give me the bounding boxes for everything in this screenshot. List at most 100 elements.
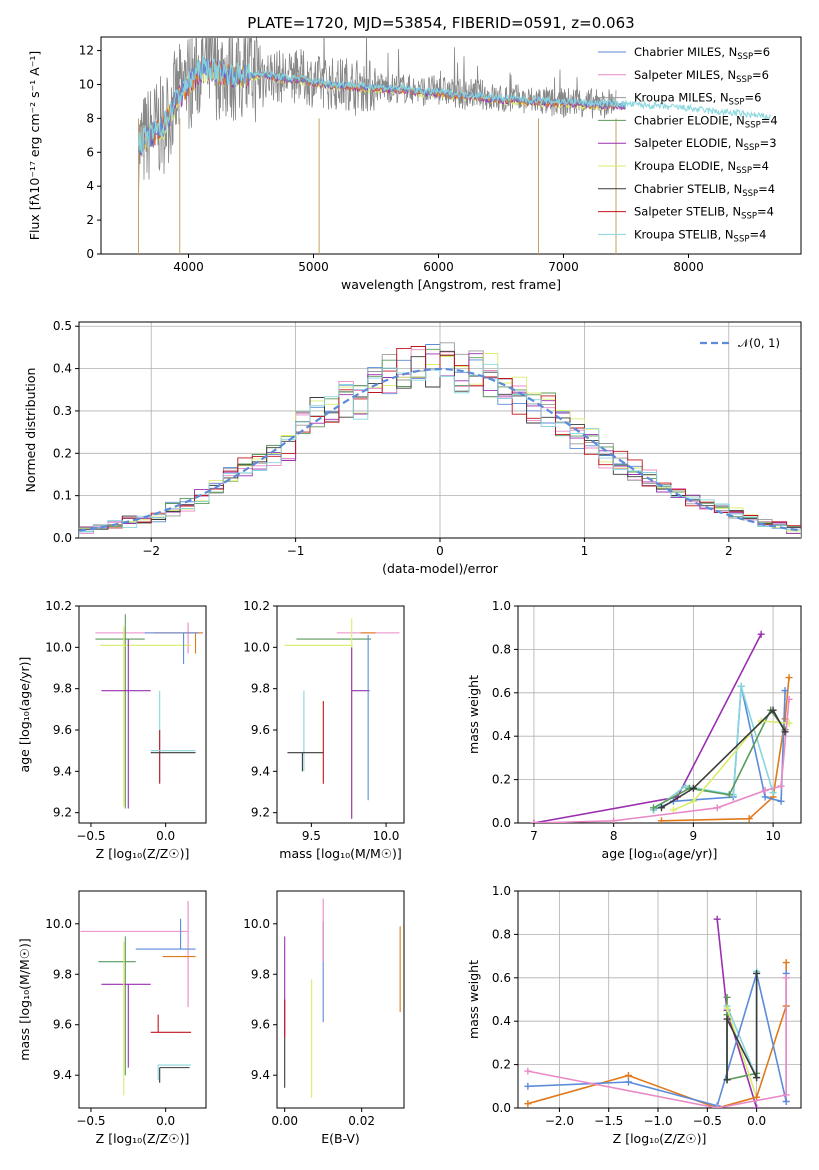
x-tick-label: 0.0: [156, 1114, 175, 1128]
y-tick-label: 9.4: [251, 764, 270, 778]
legend-name: Salpeter STELIB, N: [634, 205, 741, 219]
weight-marker: [723, 1076, 731, 1084]
weight-marker: [785, 674, 793, 682]
axes-mass-weight-vs-Z: −2.0 −1.5 −1.0 −0.5 0.0 0.0 0.2 0.4 0.6 0.8 1.0 Z […: [466, 884, 802, 1146]
axes-residuals: −2 −1 0 1 2 0.0 0.1 0.2 0.3 0.4 0.5 (data-model)/er…: [23, 319, 802, 576]
x-tick-label: 6000: [423, 260, 454, 274]
x-tick-label: 4000: [173, 260, 204, 274]
y-tick-label: 10.0: [45, 640, 72, 654]
legend-sub: SSP: [736, 166, 752, 176]
legend-suffix: =4: [758, 182, 775, 196]
weight-marker: [757, 630, 765, 638]
legend-sub: SSP: [742, 189, 758, 199]
weight-marker: [713, 1104, 721, 1108]
axes-frame: [517, 605, 802, 824]
y-tick-label: 9.8: [251, 967, 270, 981]
normal-reference-curve: [79, 367, 801, 532]
x-axis-label: wavelength [Angstrom, rest frame]: [341, 277, 561, 292]
legend-sub: SSP: [745, 120, 761, 130]
errorbars-age-vs-mass: [284, 618, 400, 819]
axes-age-vs-mass: 9.5 10.0 9.2 9.4 9.6 9.8 10.0 10.2 mass [log₁₀(M…: [243, 599, 405, 861]
legend-entry: Kroupa STELIB, NSSP=4: [634, 227, 766, 244]
y-tick-label: 0.2: [53, 446, 72, 460]
weight-marker: [610, 817, 618, 823]
weight-marker: [781, 687, 789, 695]
x-tick-label: −0.5: [76, 1114, 105, 1128]
legend-name: Kroupa STELIB, N: [634, 227, 734, 241]
x-axis-label: age [log₁₀(age/yr)]: [602, 846, 718, 861]
weight-marker: [624, 1078, 632, 1086]
x-tick-label: 0.02: [348, 1114, 375, 1128]
y-axis-label: mass weight: [466, 960, 481, 1039]
legend-sub: SSP: [736, 75, 752, 85]
x-tick-label: −1: [287, 544, 305, 558]
legend-entry: Salpeter ELODIE, NSSP=3: [634, 136, 777, 153]
weight-marker: [782, 1097, 790, 1105]
y-axis-label: Normed distribution: [23, 368, 38, 493]
y-tick-label: 9.8: [53, 682, 72, 696]
legend-name: Kroupa MILES, N: [634, 91, 729, 105]
x-tick-label: 0.00: [271, 1114, 298, 1128]
y-tick-label: 9.8: [251, 682, 270, 696]
legend-entry: Chabrier ELODIE, NSSP=4: [634, 113, 778, 130]
y-tick-label: 9.6: [251, 723, 270, 737]
lines-mass-weight-vs-Z: [524, 915, 790, 1108]
legend-name: Kroupa ELODIE, N: [634, 159, 736, 173]
y-tick-label: 0: [86, 247, 94, 261]
legend-suffix: =6: [744, 91, 761, 105]
legend-entry: Kroupa MILES, NSSP=6: [634, 91, 761, 108]
weight-marker: [689, 784, 697, 792]
y-axis-label: mass weight: [466, 675, 481, 754]
y-tick-label: 0.8: [492, 642, 511, 656]
errorbars-mass-vs-Z: [80, 901, 196, 1096]
x-tick-label: 5000: [298, 260, 329, 274]
legend-suffix: =4: [749, 227, 766, 241]
weight-marker: [689, 797, 697, 805]
model-spectrum: [137, 56, 771, 153]
y-axis-label: Flux [fλ10⁻¹⁷ erg cm⁻² s⁻¹ A⁻¹]: [27, 51, 42, 240]
y-tick-label: 0.5: [53, 319, 72, 333]
y-tick-label: 0.0: [53, 531, 72, 545]
x-tick-label: 8000: [673, 260, 704, 274]
y-tick-label: 6: [86, 145, 94, 159]
x-tick-label: 9.5: [302, 829, 321, 843]
axes-frame: [78, 890, 207, 1109]
legend-entry: Chabrier STELIB, NSSP=4: [634, 182, 775, 199]
weight-marker: [713, 804, 721, 812]
legend-name: Chabrier STELIB, N: [634, 182, 742, 196]
y-tick-label: 10.0: [45, 917, 72, 931]
y-tick-label: 1.0: [492, 599, 511, 613]
y-tick-label: 10.2: [243, 599, 270, 613]
x-tick-label: −0.5: [693, 1114, 722, 1128]
weight-line: [527, 977, 787, 1108]
y-tick-label: 12: [79, 44, 94, 58]
legend-suffix: =4: [752, 159, 769, 173]
y-tick-label: 10.2: [45, 599, 72, 613]
y-tick-label: 9.4: [53, 1068, 72, 1082]
errorbars-mass-vs-EBV: [284, 898, 401, 1098]
legend-sub: SSP: [741, 212, 757, 222]
weight-marker: [782, 1091, 790, 1099]
histogram-kroupa-stelib: [79, 363, 801, 538]
x-axis-label: Z [log₁₀(Z/Z☉)]: [96, 1131, 190, 1146]
x-tick-label: −2: [142, 544, 160, 558]
weight-marker: [524, 1100, 532, 1108]
weight-marker: [657, 804, 665, 812]
y-tick-label: 9.8: [53, 967, 72, 981]
y-tick-label: 0.4: [492, 729, 511, 743]
legend-sub: SSP: [734, 234, 750, 244]
weight-marker: [777, 797, 785, 805]
x-axis-label: Z [log₁₀(Z/Z☉)]: [96, 846, 190, 861]
y-tick-label: 0.6: [492, 686, 511, 700]
weight-line: [673, 720, 790, 811]
legend-entry: Kroupa ELODIE, NSSP=4: [634, 159, 769, 176]
y-tick-label: 0.6: [492, 971, 511, 985]
x-tick-label: 0.0: [747, 1114, 766, 1128]
x-tick-label: 2: [725, 544, 733, 558]
x-tick-label: 10: [765, 829, 780, 843]
y-tick-label: 10: [79, 77, 94, 91]
weight-marker: [785, 695, 793, 703]
y-tick-label: 2: [86, 213, 94, 227]
axes-age-vs-Z: −0.5 0.0 9.2 9.4 9.6 9.8 10.0 10.2 Z [log₁₀(Z/Z☉…: [17, 599, 207, 861]
weight-marker: [769, 789, 777, 797]
